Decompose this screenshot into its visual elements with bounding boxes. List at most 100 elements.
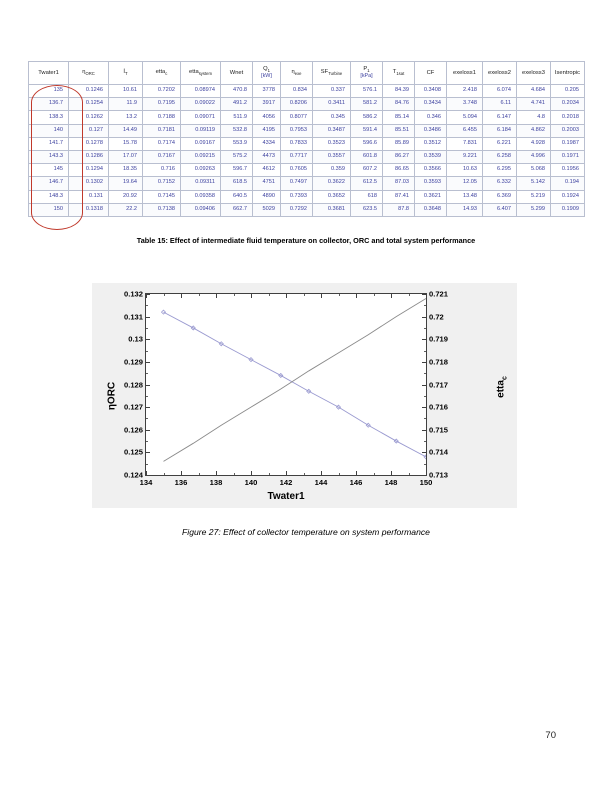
- y-axis-right-tick-label: 0.714: [429, 447, 449, 457]
- x-axis-tick-mark: [251, 294, 252, 298]
- table-cell: 0.7188: [142, 110, 181, 125]
- table-cell: 4.996: [516, 149, 551, 165]
- table-cell: 0.8206: [280, 97, 313, 112]
- chart-data-point-marker: [335, 404, 342, 410]
- table-cell: 0.7497: [280, 176, 313, 191]
- table-cell: 6.332: [482, 176, 517, 191]
- table-cell: 7.831: [446, 136, 483, 151]
- table-cell: 596.7: [220, 163, 253, 178]
- table-cell: 14.49: [108, 123, 143, 138]
- table-cell: 4056: [252, 110, 281, 125]
- x-axis-tick-mark: [251, 471, 252, 475]
- y-axis-right-tick-label: 0.717: [429, 380, 449, 389]
- table-cell: 470.8: [220, 83, 253, 99]
- table-cell-twater1: 145: [28, 163, 69, 178]
- table-cell: 6.295: [482, 163, 517, 178]
- y-axis-right-tick-label: 0.721: [429, 289, 449, 299]
- table-cell: 0.1987: [550, 136, 585, 151]
- table-cell: 0.345: [312, 110, 351, 125]
- table-cell: 0.1286: [68, 149, 109, 165]
- x-axis-minor-tick: [163, 294, 165, 296]
- x-axis-minor-tick: [268, 473, 270, 475]
- table-cell: 0.09406: [180, 202, 221, 217]
- table-cell: 0.194: [550, 176, 585, 191]
- table-cell: 9.221: [446, 149, 483, 165]
- table-cell: 0.3652: [312, 189, 351, 204]
- performance-data-table: Twater1 ηORC İT ettac ettasystem Wnet Q1 [kW] ηe…: [28, 61, 585, 217]
- y-axis-left-minor-tick: [146, 373, 148, 375]
- y-axis-right-tick-mark: [422, 294, 426, 295]
- table-cell: 0.1909: [550, 202, 585, 217]
- x-axis-minor-tick: [268, 294, 270, 296]
- table-cell: 553.9: [220, 136, 253, 151]
- column-header-unit: [kW]: [261, 72, 272, 79]
- table-cell: 0.09358: [180, 189, 221, 204]
- x-axis-tick-mark: [391, 294, 392, 298]
- table-cell: 0.3681: [312, 202, 351, 217]
- table-cell: 4751: [252, 176, 281, 191]
- table-cell: 0.1924: [550, 189, 585, 204]
- table-cell: 4334: [252, 136, 281, 151]
- column-header-exeloss1-12: exeloss1: [446, 61, 483, 85]
- y-axis-right-label-text: etta: [495, 379, 507, 398]
- y-axis-right-minor-tick: [424, 418, 426, 420]
- table-cell: 0.131: [68, 189, 109, 204]
- column-header-text: Isentropic: [554, 69, 581, 76]
- column-header-q-6: Q1 [kW]: [252, 61, 281, 85]
- x-axis-tick-mark: [286, 471, 287, 475]
- chart-data-point-marker: [278, 372, 284, 379]
- table-cell: 4473: [252, 149, 281, 165]
- table-cell: 5.142: [516, 176, 551, 191]
- x-axis-minor-tick: [303, 473, 305, 475]
- x-axis-tick-label: 148: [384, 478, 398, 487]
- y-axis-right-minor-tick: [424, 395, 426, 397]
- table-cell: 5.219: [516, 189, 551, 204]
- column-header-etta-4: ettasystem: [180, 61, 221, 85]
- chart-data-point-marker: [190, 325, 196, 331]
- column-header-text: CF: [426, 69, 435, 76]
- column-header-text: etta: [189, 69, 199, 76]
- column-header-subscript: exe: [294, 71, 302, 77]
- table-cell: 491.2: [220, 97, 253, 112]
- table-cell: 85.51: [382, 123, 415, 138]
- y-axis-left-tick-mark: [146, 452, 150, 454]
- table-cell: 0.3408: [414, 83, 447, 99]
- y-axis-left-tick-mark: [146, 384, 150, 386]
- y-axis-right-tick-label: 0.716: [429, 402, 449, 412]
- chart-data-point-marker: [423, 454, 426, 460]
- x-axis-minor-tick: [163, 473, 165, 475]
- y-axis-right-tick-mark: [422, 384, 426, 386]
- table-cell: 576.1: [350, 83, 383, 99]
- column-header-text: Wnet: [229, 69, 244, 76]
- table-cell: 0.1302: [68, 176, 109, 191]
- table-cell: 601.8: [350, 149, 383, 165]
- table-cell: 586.2: [350, 110, 383, 125]
- y-axis-right-tick-mark: [422, 361, 426, 363]
- table-cell: 0.3566: [414, 163, 447, 178]
- y-axis-right-minor-tick: [424, 350, 426, 352]
- table-cell: 0.3648: [414, 202, 447, 217]
- table-cell: 14.93: [446, 202, 483, 217]
- table-cell: 0.7605: [280, 163, 313, 178]
- table-cell: 86.65: [382, 163, 415, 178]
- table-cell: 19.64: [108, 176, 143, 191]
- table-cell: 0.337: [312, 83, 351, 99]
- table-cell-twater1: 136.7: [28, 97, 69, 112]
- table-cell: 87.03: [382, 176, 415, 191]
- table-cell: 0.359: [312, 163, 351, 178]
- table-cell: 607.2: [350, 163, 383, 178]
- table-cell: 532.8: [220, 123, 253, 138]
- table-cell: 0.09022: [180, 97, 221, 112]
- table-cell: 0.1318: [68, 202, 109, 217]
- table-cell: 4.684: [516, 83, 551, 99]
- x-axis-tick-mark: [181, 294, 182, 298]
- chart-data-point-marker: [248, 357, 254, 363]
- table-cell: 13.48: [446, 189, 483, 204]
- y-axis-left-tick-mark: [146, 475, 150, 476]
- y-axis-left-tick-mark: [146, 361, 150, 363]
- table-cell: 0.3557: [312, 149, 351, 165]
- chart-y-axis-left-label: ηORC: [106, 381, 118, 410]
- table-cell: 618: [350, 189, 383, 204]
- table-cell: 0.7717: [280, 149, 313, 165]
- table-cell: 6.407: [482, 202, 517, 217]
